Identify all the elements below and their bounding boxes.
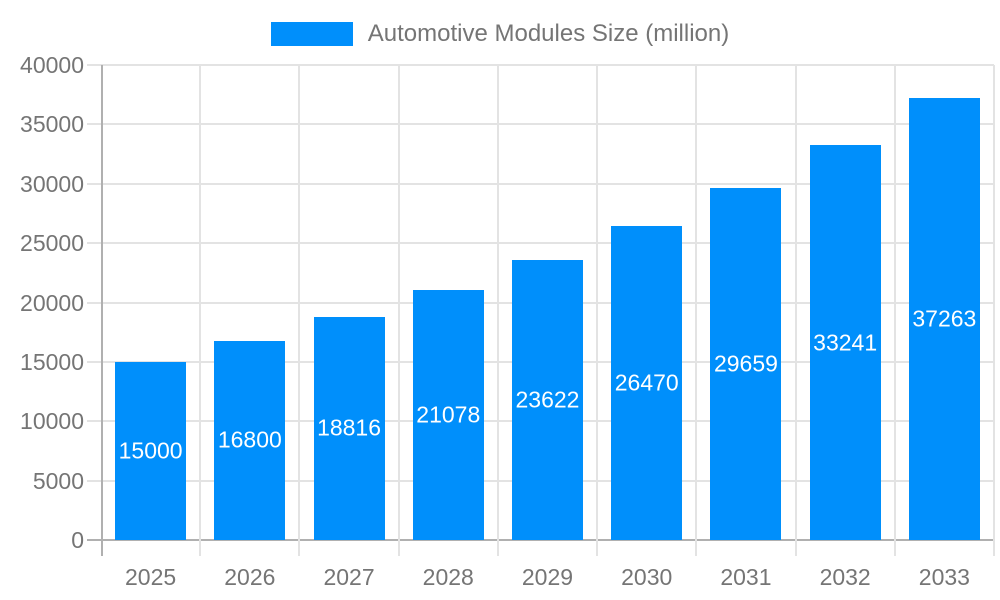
x-axis-baseline — [87, 539, 994, 541]
gridline-vertical — [893, 65, 896, 556]
x-axis-tick-label: 2028 — [422, 564, 474, 590]
gridline-vertical — [993, 65, 995, 556]
y-axis-tick-label: 40000 — [20, 52, 84, 78]
x-axis-tick-label: 2031 — [720, 564, 772, 590]
x-axis-tick-label: 2030 — [621, 564, 673, 590]
bar-value-label: 16800 — [217, 426, 282, 453]
y-axis-tick-label: 5000 — [32, 467, 84, 494]
bar-2025[interactable]: 15000 — [115, 361, 187, 540]
gridline-vertical — [695, 65, 698, 556]
bar-value-label: 37263 — [912, 305, 977, 332]
gridline-vertical — [397, 65, 400, 556]
x-axis-tick-label: 2027 — [323, 564, 375, 590]
gridline-horizontal — [87, 64, 994, 66]
gridline-vertical — [496, 65, 499, 556]
x-axis-tick-label: 2029 — [521, 564, 574, 590]
legend-color-swatch — [270, 22, 353, 46]
y-axis-tick-label: 30000 — [20, 170, 84, 197]
bar-2027[interactable]: 18816 — [313, 316, 385, 540]
bar-2033[interactable]: 37263 — [908, 97, 980, 540]
bar-value-label: 18816 — [317, 414, 382, 441]
gridline-vertical — [596, 65, 599, 556]
gridline-vertical — [298, 65, 301, 556]
bar-value-label: 29659 — [713, 350, 778, 377]
bar-2030[interactable]: 26470 — [611, 225, 683, 540]
x-axis-tick-label: 2032 — [819, 564, 871, 590]
y-axis-tick-label: 15000 — [20, 348, 84, 375]
gridline-vertical — [794, 65, 797, 556]
gridline-horizontal — [87, 242, 994, 245]
plot-area: 0 5000 10000 15000 20000 25000 30000 35000 40000… — [20, 52, 995, 590]
bar-value-label: 33241 — [813, 329, 878, 356]
chart-legend[interactable]: Automotive Modules Size (million) — [0, 21, 1000, 47]
x-axis-tick-label: 2026 — [224, 564, 276, 590]
y-axis-line — [101, 65, 103, 556]
gridline-horizontal — [87, 182, 994, 185]
y-axis-tick-label: 35000 — [20, 111, 84, 138]
y-axis-tick-label: 0 — [71, 527, 84, 553]
y-axis-tick-label: 10000 — [20, 408, 84, 435]
bar-value-label: 21078 — [416, 401, 481, 428]
bar-2028[interactable]: 21078 — [412, 289, 484, 540]
legend-series-label: Automotive Modules Size (million) — [367, 20, 730, 47]
x-axis-tick-label: 2033 — [918, 564, 970, 590]
bar-2031[interactable]: 29659 — [710, 187, 782, 540]
bar-value-label: 26470 — [614, 369, 679, 396]
bar-2032[interactable]: 33241 — [809, 145, 881, 540]
gridline-vertical — [199, 65, 202, 556]
gridline-horizontal — [87, 123, 994, 126]
y-axis-tick-label: 20000 — [20, 289, 84, 316]
x-axis-tick-label: 2025 — [125, 564, 177, 590]
bar-2029[interactable]: 23622 — [512, 259, 583, 540]
bar-value-label: 15000 — [118, 437, 183, 464]
bar-value-label: 23622 — [515, 386, 580, 413]
y-axis-tick-label: 25000 — [20, 230, 84, 257]
bar-2026[interactable]: 16800 — [214, 340, 286, 540]
